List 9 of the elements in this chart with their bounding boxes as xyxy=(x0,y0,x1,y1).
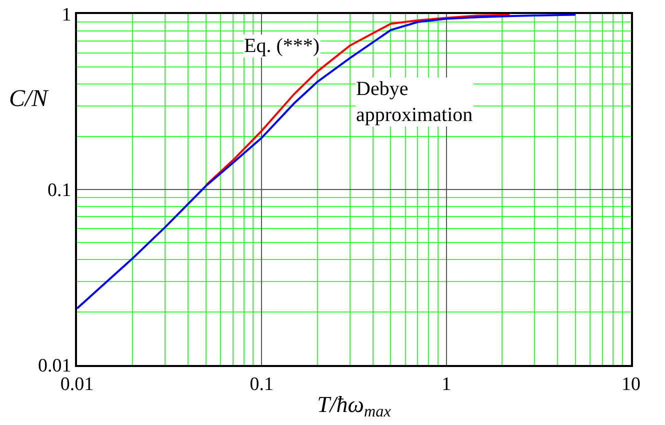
x-axis-title: T/ħω$_{max}$ xyxy=(317,392,392,421)
x-tick-label: 1 xyxy=(442,374,452,395)
x-tick-label: 10 xyxy=(622,374,640,395)
x-tick-label: 0.1 xyxy=(250,374,274,395)
annotation: Eq. (***) xyxy=(244,35,320,57)
y-axis-title: C/N xyxy=(9,86,50,112)
annotation: Debye approximation xyxy=(356,78,473,126)
y-tick-label: 0.1 xyxy=(47,180,72,202)
y-tick-label: 1 xyxy=(62,4,72,26)
